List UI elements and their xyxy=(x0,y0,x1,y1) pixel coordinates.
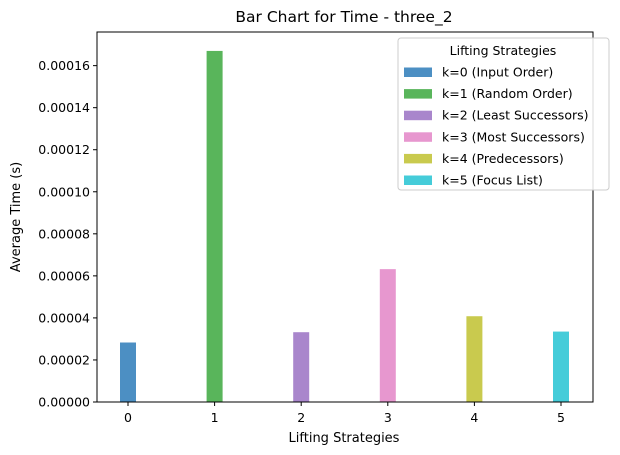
legend-swatch-3 xyxy=(404,132,432,142)
bar-5 xyxy=(553,331,569,402)
legend-label-3: k=3 (Most Successors) xyxy=(442,129,585,144)
bars-group xyxy=(120,50,569,402)
chart-title: Bar Chart for Time - three_2 xyxy=(235,8,452,27)
y-axis: 0.00000 0.00002 0.00004 0.00006 0.00008 0.000… xyxy=(38,58,97,410)
legend-swatch-5 xyxy=(404,175,432,185)
legend-box xyxy=(397,37,610,191)
x-tick-label: 5 xyxy=(557,410,565,425)
bar-4 xyxy=(466,316,483,402)
bar-0 xyxy=(120,342,136,402)
y-tick-label: 0.00014 xyxy=(38,100,90,115)
legend-label-5: k=5 (Focus List) xyxy=(442,173,543,188)
x-tick-label: 2 xyxy=(297,410,305,425)
bar-2 xyxy=(293,332,310,402)
y-tick-label: 0.00008 xyxy=(38,226,90,241)
legend-label-0: k=0 (Input Order) xyxy=(442,65,553,80)
x-tick-label: 0 xyxy=(124,410,132,425)
y-tick-label: 0.00004 xyxy=(38,310,90,325)
legend-swatch-4 xyxy=(404,153,432,164)
legend-swatch-0 xyxy=(404,67,432,77)
legend-entries: k=0 (Input Order) k=1 (Random Order) k=2 (… xyxy=(404,65,589,188)
legend: Lifting Strategies k=0 (Input Order) k=1 … xyxy=(397,37,610,191)
y-tick-label: 0.00010 xyxy=(38,184,90,199)
x-tick-label: 1 xyxy=(211,410,219,425)
bar-3 xyxy=(379,269,396,402)
bar-1 xyxy=(206,50,223,402)
x-tick-label: 4 xyxy=(470,410,478,425)
x-axis: 0 1 2 3 4 5 xyxy=(124,402,565,425)
legend-swatch-1 xyxy=(404,89,432,99)
legend-label-4: k=4 (Predecessors) xyxy=(442,151,564,166)
legend-swatch-2 xyxy=(404,110,432,121)
legend-title: Lifting Strategies xyxy=(450,43,557,58)
legend-label-1: k=1 (Random Order) xyxy=(442,86,573,101)
plot-frame xyxy=(96,31,594,403)
y-tick-label: 0.00006 xyxy=(38,268,90,283)
y-tick-label: 0.00016 xyxy=(38,58,90,73)
x-tick-label: 3 xyxy=(384,410,392,425)
y-tick-label: 0.00012 xyxy=(38,142,90,157)
y-tick-label: 0.00000 xyxy=(38,395,90,410)
y-axis-title: Average Time (s) xyxy=(9,162,24,272)
y-tick-label: 0.00002 xyxy=(38,352,90,367)
x-axis-title: Lifting Strategies xyxy=(289,431,400,446)
legend-label-2: k=2 (Least Successors) xyxy=(442,108,589,123)
